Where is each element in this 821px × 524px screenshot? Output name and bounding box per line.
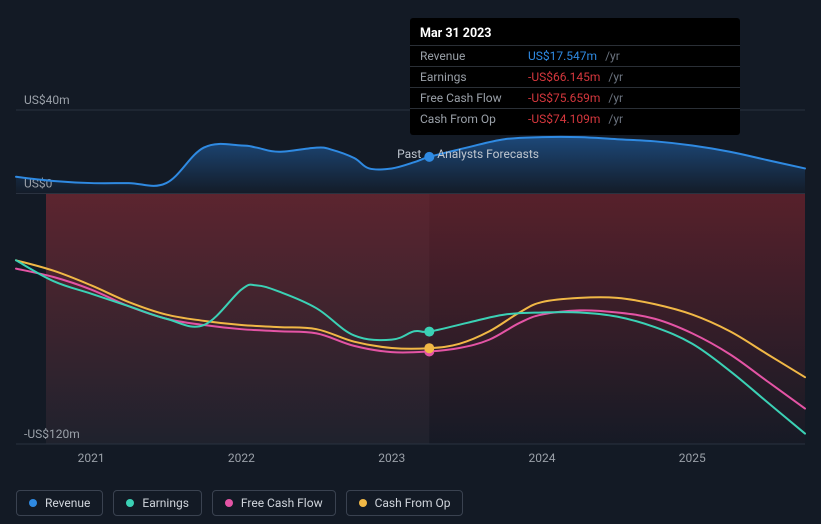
legend-item-free-cash-flow[interactable]: Free Cash Flow — [212, 490, 336, 516]
tooltip-metric-label: Earnings — [420, 70, 520, 84]
chart-legend: Revenue Earnings Free Cash Flow Cash From O… — [16, 490, 463, 516]
svg-text:2024: 2024 — [529, 451, 556, 465]
svg-text:2022: 2022 — [228, 451, 255, 465]
svg-text:US$40m: US$40m — [24, 93, 70, 107]
legend-label: Revenue — [45, 496, 90, 510]
tooltip-metric-value: -US$74.109m — [528, 112, 600, 126]
chart-container: US$40mUS$0-US$120m20212022202320242025Pa… — [0, 0, 821, 524]
svg-text:2025: 2025 — [679, 451, 706, 465]
tooltip-metric-label: Free Cash Flow — [420, 91, 520, 105]
tooltip-metric-label: Revenue — [420, 49, 520, 63]
svg-text:-US$120m: -US$120m — [24, 427, 80, 441]
legend-dot-icon — [29, 499, 37, 507]
svg-text:2021: 2021 — [78, 451, 105, 465]
tooltip-metric-value: -US$66.145m — [528, 70, 600, 84]
legend-dot-icon — [126, 499, 134, 507]
tooltip-row: Revenue US$17.547m/yr — [410, 45, 740, 66]
svg-text:2023: 2023 — [378, 451, 405, 465]
legend-label: Earnings — [142, 496, 189, 510]
legend-item-cash-from-op[interactable]: Cash From Op — [346, 490, 464, 516]
tooltip-metric-unit: /yr — [608, 91, 623, 105]
tooltip-row: Cash From Op -US$74.109m/yr — [410, 108, 740, 129]
tooltip-row: Earnings -US$66.145m/yr — [410, 66, 740, 87]
tooltip-metric-value: US$17.547m — [528, 49, 597, 63]
tooltip-date: Mar 31 2023 — [410, 24, 740, 45]
tooltip-metric-unit: /yr — [608, 112, 623, 126]
svg-text:Analysts Forecasts: Analysts Forecasts — [437, 147, 539, 161]
legend-item-earnings[interactable]: Earnings — [113, 490, 202, 516]
legend-item-revenue[interactable]: Revenue — [16, 490, 103, 516]
legend-label: Free Cash Flow — [241, 496, 323, 510]
legend-dot-icon — [225, 499, 233, 507]
legend-label: Cash From Op — [375, 496, 451, 510]
legend-dot-icon — [359, 499, 367, 507]
svg-text:Past: Past — [397, 147, 421, 161]
tooltip-metric-label: Cash From Op — [420, 112, 520, 126]
chart-tooltip: Mar 31 2023 RevenueUS$17.547m/yrEarnings… — [410, 18, 740, 135]
tooltip-metric-value: -US$75.659m — [528, 91, 600, 105]
tooltip-row: Free Cash Flow -US$75.659m/yr — [410, 87, 740, 108]
tooltip-metric-unit: /yr — [605, 49, 620, 63]
tooltip-metric-unit: /yr — [608, 70, 623, 84]
